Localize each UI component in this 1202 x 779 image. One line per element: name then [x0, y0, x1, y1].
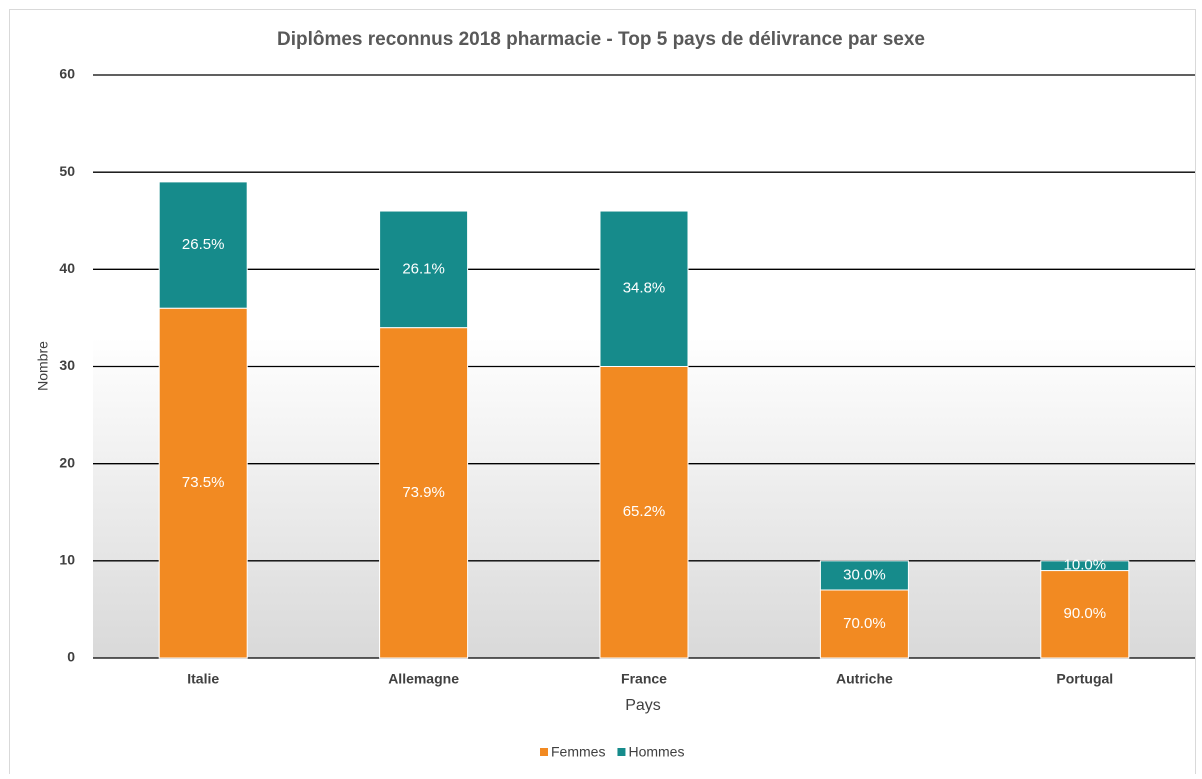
y-tick-label: 20	[59, 454, 75, 470]
y-tick-label: 50	[59, 163, 75, 179]
data-label: 10.0%	[1064, 557, 1107, 574]
data-label: 65.2%	[623, 503, 666, 520]
bar-segment	[379, 210, 469, 329]
legend-label: Femmes	[551, 744, 605, 760]
y-tick-label: 0	[67, 649, 75, 665]
x-tick-label: France	[621, 671, 667, 687]
bar-segment	[1040, 560, 1130, 572]
data-label: 70.0%	[843, 615, 886, 632]
data-label: 90.0%	[1064, 605, 1107, 622]
data-label: 73.9%	[402, 484, 445, 501]
data-label: 26.1%	[402, 260, 445, 277]
x-axis-label: Pays	[625, 697, 661, 714]
x-tick-label: Autriche	[836, 671, 893, 687]
data-label: 34.8%	[623, 280, 666, 297]
bar-segment	[819, 560, 909, 591]
y-tick-label: 10	[59, 552, 75, 568]
legend-swatch	[540, 748, 548, 756]
bar-segment	[819, 589, 909, 659]
bar-segment	[158, 181, 248, 309]
bar-segment	[599, 366, 689, 659]
data-label: 30.0%	[843, 566, 886, 583]
data-label: 73.5%	[182, 474, 225, 491]
legend-swatch	[617, 748, 626, 756]
legend-label: Hommes	[628, 744, 684, 760]
bar-segment	[599, 210, 689, 367]
bar-segment	[1040, 570, 1130, 659]
chart-title: Diplômes reconnus 2018 pharmacie - Top 5…	[277, 29, 925, 50]
y-tick-label: 40	[59, 260, 75, 276]
data-label: 26.5%	[182, 236, 225, 253]
bar-segment	[158, 307, 248, 659]
x-tick-label: Portugal	[1056, 671, 1113, 687]
bar-segment	[379, 327, 469, 659]
x-tick-label: Italie	[187, 671, 219, 687]
y-tick-label: 60	[59, 66, 75, 82]
y-axis-label: Nombre	[35, 341, 51, 391]
y-tick-label: 30	[59, 357, 75, 373]
x-tick-label: Allemagne	[388, 671, 459, 687]
